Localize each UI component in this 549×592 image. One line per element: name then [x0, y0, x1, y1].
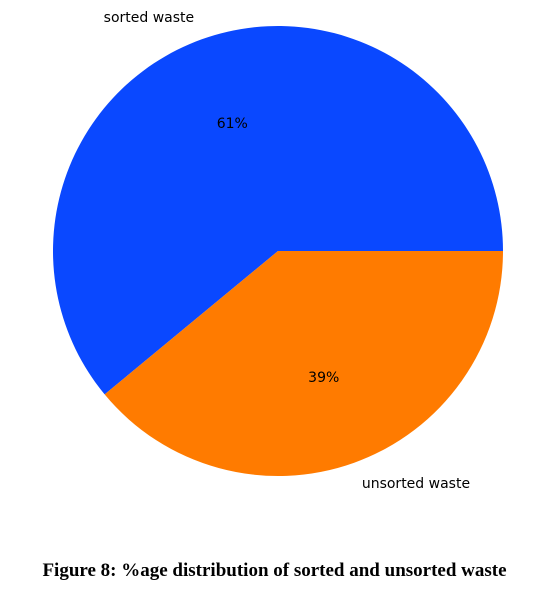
slice-label-1: sorted waste: [104, 10, 194, 26]
pie-slice-1: [53, 25, 503, 395]
pie-slice-2: [104, 251, 503, 476]
percent-label-2: 39%: [308, 370, 339, 386]
pie-chart: sorted waste 61% unsorted waste 39%: [53, 10, 503, 492]
percent-label-1: 61%: [217, 116, 248, 132]
pie-labels: sorted waste 61% unsorted waste 39%: [104, 10, 470, 492]
figure-caption: Figure 8: %age distribution of sorted an…: [42, 560, 507, 581]
slice-label-2: unsorted waste: [362, 476, 470, 492]
pie-slices: [53, 25, 503, 476]
